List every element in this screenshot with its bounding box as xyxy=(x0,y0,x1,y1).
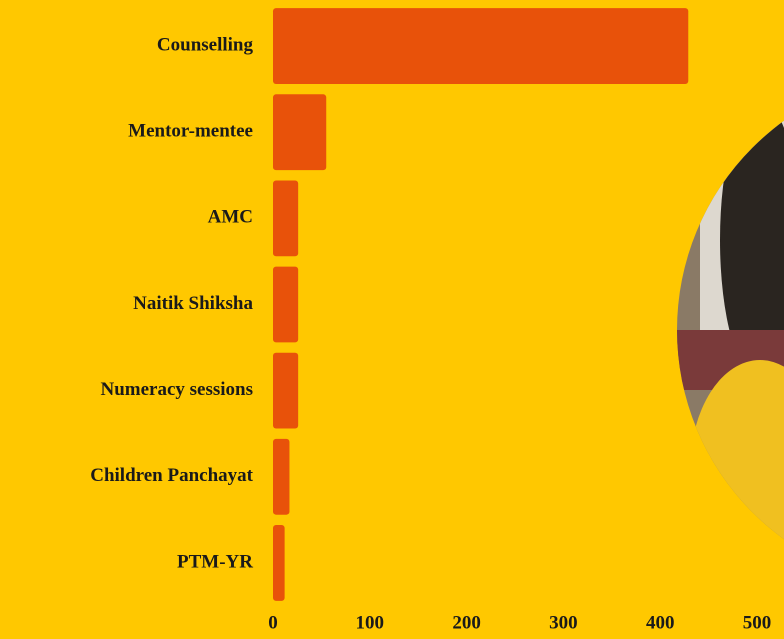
y-tick-label: AMC xyxy=(208,207,253,228)
y-tick-label: Naitik Shiksha xyxy=(133,293,253,314)
bar xyxy=(273,94,326,170)
chart: 0 100 200 300 400 500 Counselling Mentor-mentee… xyxy=(0,0,784,639)
y-tick-label: Counselling xyxy=(157,34,254,55)
x-tick-label: 400 xyxy=(646,612,675,633)
y-tick-label: Numeracy sessions xyxy=(100,379,253,400)
x-tick-label: 100 xyxy=(356,612,385,633)
x-tick-label: 500 xyxy=(743,612,772,633)
bar xyxy=(273,8,688,84)
x-tick-label: 0 xyxy=(268,612,278,633)
y-tick-label: Children Panchayat xyxy=(90,465,253,486)
bar xyxy=(273,353,298,429)
bar xyxy=(273,180,298,256)
x-tick-label: 300 xyxy=(549,612,578,633)
background xyxy=(0,0,784,639)
x-tick-label: 200 xyxy=(452,612,481,633)
y-tick-label: PTM-YR xyxy=(177,551,253,572)
y-tick-label: Mentor-mentee xyxy=(128,121,253,142)
bar xyxy=(273,525,285,601)
bar xyxy=(273,439,289,515)
bar xyxy=(273,267,298,343)
page: 0 100 200 300 400 500 Counselling Mentor-mentee… xyxy=(0,0,784,639)
